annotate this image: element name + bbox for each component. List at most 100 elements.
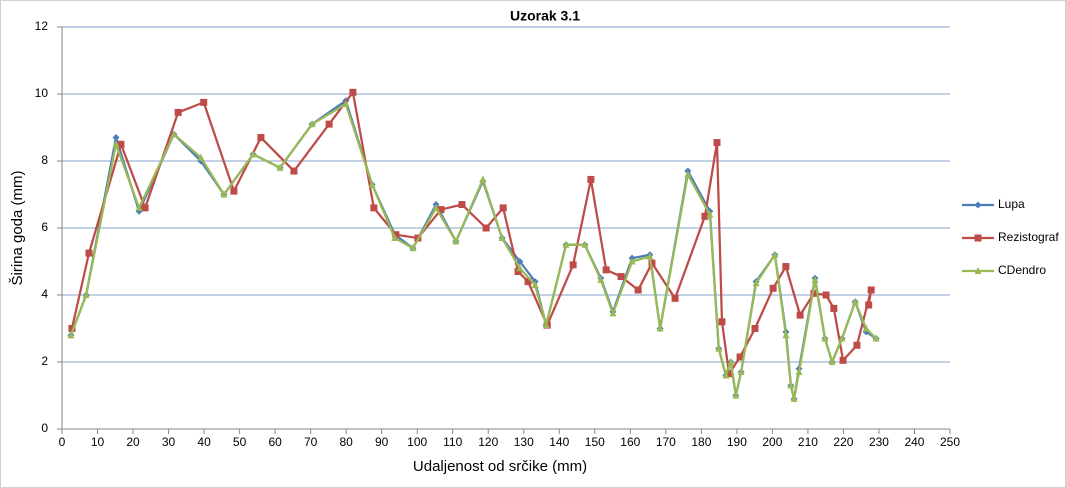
- marker: [499, 204, 507, 212]
- marker: [587, 175, 595, 183]
- marker: [569, 261, 577, 269]
- marker: [872, 334, 880, 342]
- marker: [82, 291, 90, 298]
- marker: [562, 240, 570, 248]
- x-axis-label: Udaljenost od srčike (mm): [413, 458, 587, 475]
- x-tick-label: 60: [268, 435, 282, 449]
- marker: [656, 324, 664, 332]
- marker: [542, 321, 550, 329]
- marker: [516, 264, 524, 272]
- marker: [782, 331, 790, 339]
- marker: [391, 234, 399, 242]
- marker: [602, 266, 610, 274]
- marker: [787, 381, 795, 389]
- x-tick-label: 170: [656, 435, 676, 449]
- legend-label: CDendro: [998, 263, 1046, 277]
- legend-label: Lupa: [998, 197, 1025, 211]
- marker: [249, 150, 257, 158]
- marker: [257, 134, 265, 142]
- marker: [974, 267, 982, 274]
- marker: [514, 268, 522, 276]
- marker: [368, 180, 376, 188]
- marker: [810, 289, 818, 297]
- marker: [737, 368, 745, 376]
- x-tick-label: 180: [691, 435, 711, 449]
- marker: [751, 325, 759, 332]
- marker: [581, 240, 589, 248]
- x-tick-label: 150: [585, 435, 605, 449]
- marker: [769, 284, 777, 292]
- marker: [853, 341, 861, 349]
- marker: [828, 358, 836, 365]
- marker: [200, 98, 208, 106]
- y-tick-label: 0: [41, 421, 48, 435]
- marker: [974, 234, 982, 242]
- x-tick-label: 50: [233, 435, 247, 449]
- marker: [727, 358, 735, 365]
- series-line: [70, 91, 873, 375]
- marker: [706, 210, 714, 218]
- y-axis-label: Širina goda (mm): [9, 170, 26, 285]
- marker: [432, 203, 440, 211]
- marker: [634, 286, 642, 294]
- marker: [458, 201, 466, 209]
- marker: [290, 167, 298, 175]
- marker: [597, 275, 605, 283]
- marker: [862, 324, 870, 332]
- marker: [628, 257, 636, 265]
- chart-title: Uzorak 3.1: [510, 8, 580, 24]
- x-tick-label: 140: [549, 435, 569, 449]
- x-tick-label: 110: [443, 435, 462, 449]
- marker: [718, 318, 726, 326]
- marker: [112, 134, 120, 142]
- x-tick-label: 190: [727, 435, 747, 449]
- marker: [479, 175, 487, 183]
- marker: [701, 212, 709, 220]
- y-tick-label: 6: [41, 220, 48, 234]
- x-tick-label: 250: [940, 435, 960, 449]
- marker: [308, 120, 316, 128]
- marker: [671, 294, 679, 302]
- x-tick-label: 70: [304, 435, 318, 449]
- x-tick-label: 130: [514, 435, 534, 449]
- y-tick-label: 4: [41, 287, 48, 301]
- y-tick-label: 12: [35, 19, 49, 33]
- marker: [220, 190, 228, 198]
- marker: [409, 244, 417, 252]
- marker: [117, 140, 125, 148]
- x-tick-label: 10: [91, 435, 105, 449]
- marker: [790, 394, 798, 402]
- marker: [174, 108, 182, 116]
- marker: [524, 278, 532, 286]
- marker: [795, 368, 803, 376]
- marker: [851, 297, 859, 305]
- x-tick-label: 200: [762, 435, 782, 449]
- marker: [67, 331, 75, 339]
- marker: [865, 301, 873, 309]
- marker: [648, 259, 656, 267]
- x-tick-label: 30: [162, 435, 176, 449]
- marker: [276, 163, 284, 171]
- marker: [822, 291, 830, 299]
- marker: [725, 370, 733, 378]
- marker: [135, 203, 143, 211]
- x-tick-label: 160: [620, 435, 640, 449]
- x-tick-label: 220: [833, 435, 853, 449]
- marker: [68, 325, 76, 332]
- x-tick-label: 120: [478, 435, 498, 449]
- marker: [230, 187, 238, 195]
- marker: [197, 153, 205, 161]
- marker: [349, 88, 357, 96]
- marker: [85, 249, 93, 257]
- marker: [830, 304, 838, 312]
- marker: [732, 391, 740, 399]
- x-tick-label: 240: [904, 435, 924, 449]
- x-tick-label: 230: [869, 435, 889, 449]
- marker: [342, 100, 350, 108]
- marker: [974, 201, 982, 209]
- marker: [112, 140, 120, 148]
- marker: [370, 204, 378, 212]
- y-tick-label: 10: [35, 86, 49, 100]
